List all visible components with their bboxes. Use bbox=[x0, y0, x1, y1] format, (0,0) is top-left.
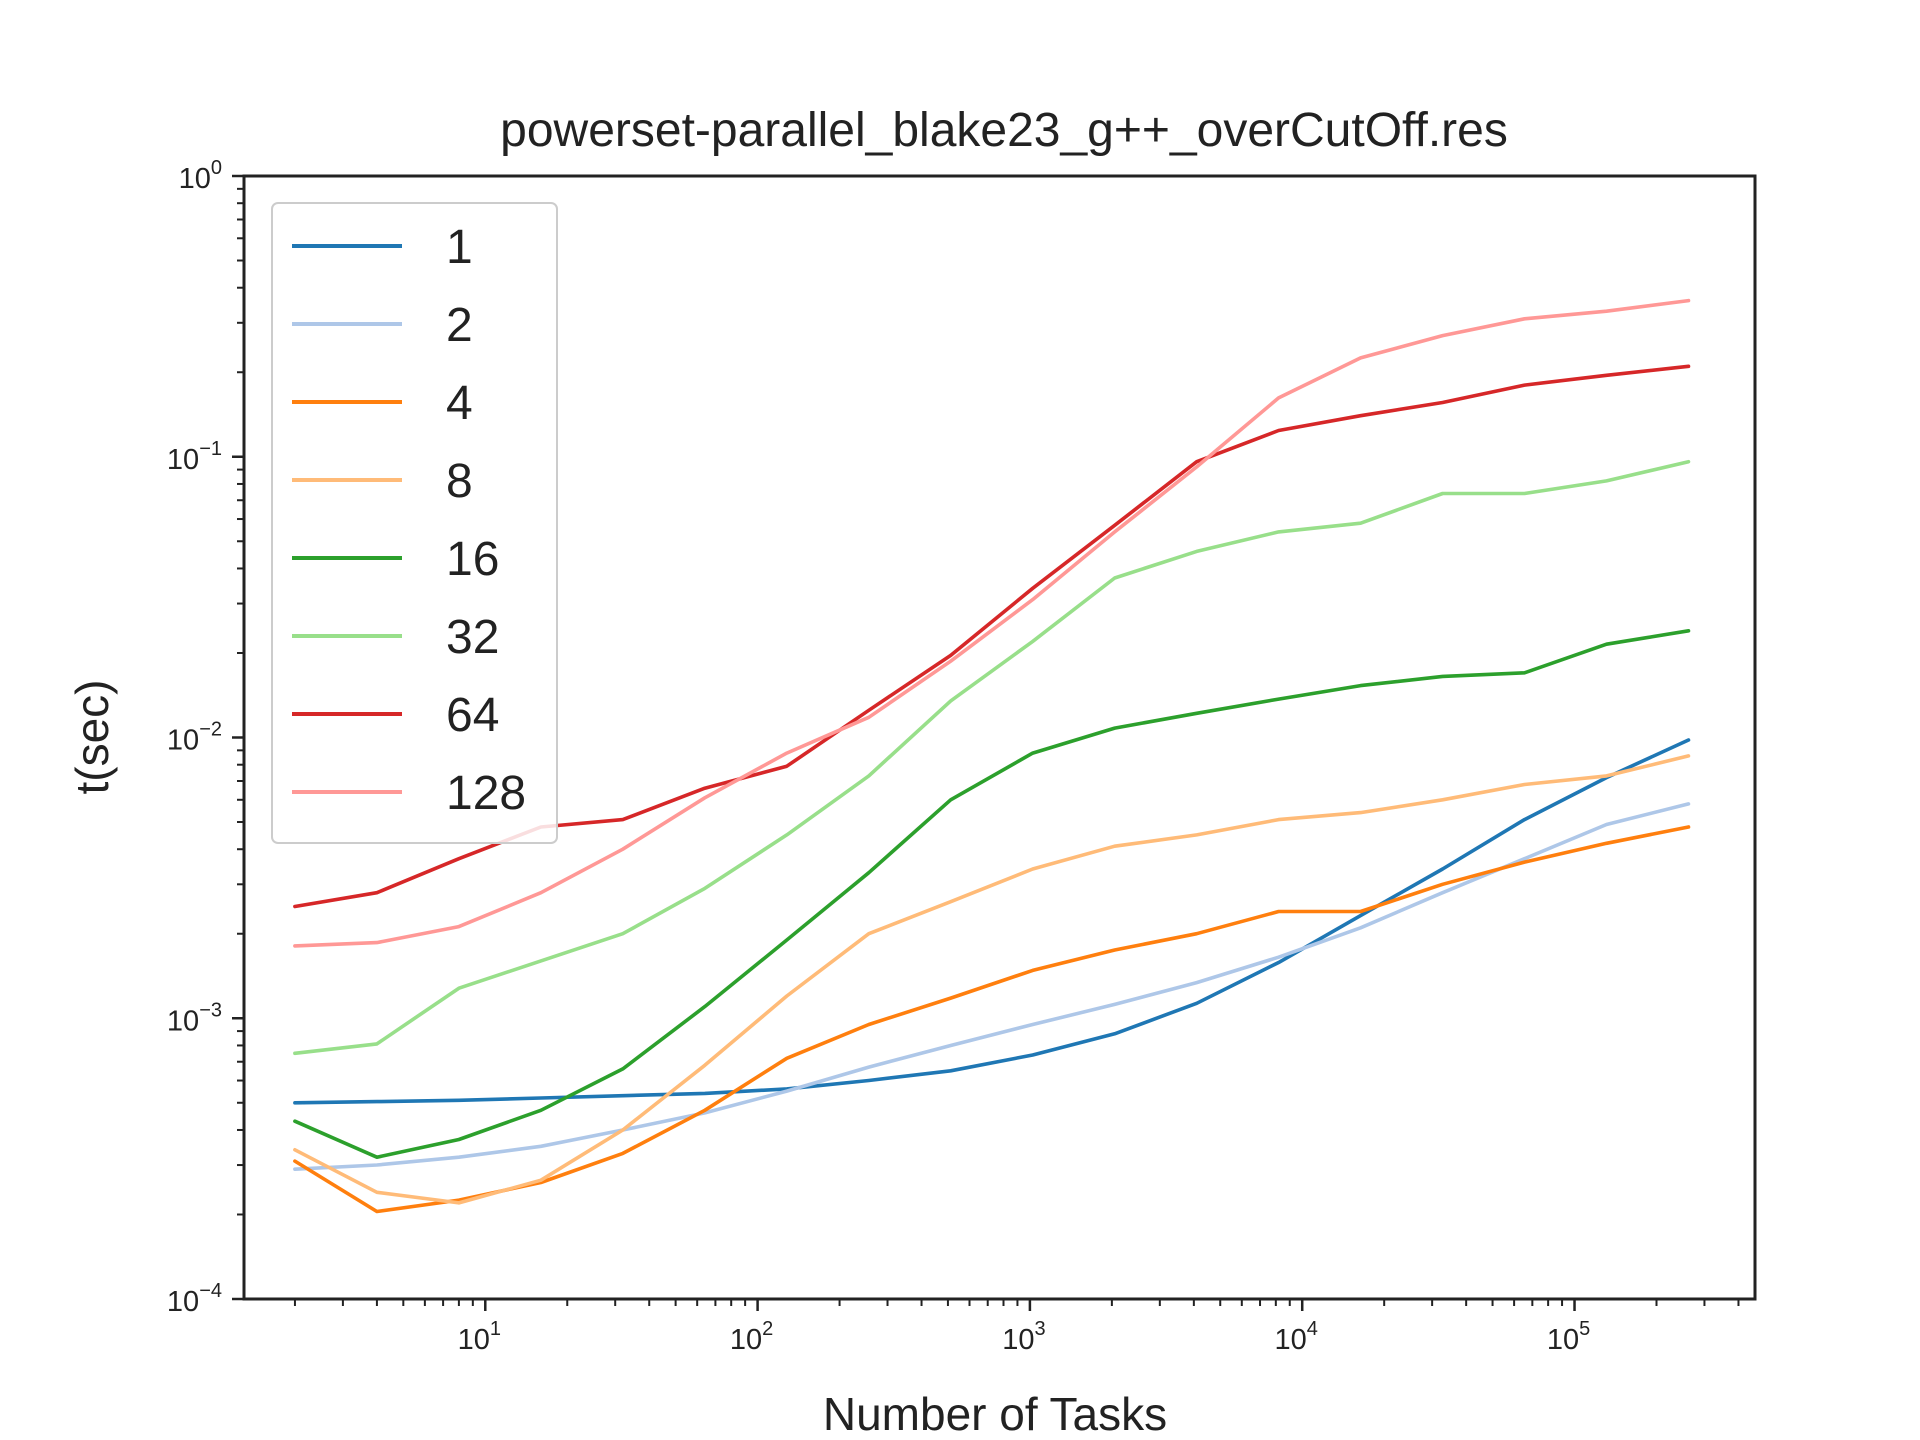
series-line-32 bbox=[293, 459, 1691, 1056]
x-tick-label: 101 bbox=[458, 1318, 501, 1356]
legend-label-1: 1 bbox=[446, 221, 473, 274]
y-tick-label: 10−3 bbox=[167, 999, 222, 1037]
series-line-1 bbox=[293, 738, 1691, 1105]
legend-label-4: 4 bbox=[446, 377, 473, 430]
x-tick-label: 103 bbox=[1002, 1318, 1045, 1356]
y-tick-label: 100 bbox=[179, 157, 222, 195]
legend: 1 2 4 8 16 32 64 128 bbox=[271, 202, 558, 844]
legend-label-2: 2 bbox=[446, 299, 473, 352]
x-tick-label: 102 bbox=[730, 1318, 773, 1356]
legend-label-16: 16 bbox=[446, 533, 499, 586]
series-line-128 bbox=[293, 298, 1691, 948]
x-tick-label: 105 bbox=[1547, 1318, 1590, 1356]
legend-label-32: 32 bbox=[446, 611, 499, 664]
y-tick-label: 10−2 bbox=[167, 719, 222, 757]
series-line-2 bbox=[293, 802, 1691, 1171]
legend-label-8: 8 bbox=[446, 455, 473, 508]
legend-label-128: 128 bbox=[446, 767, 526, 820]
y-axis-label: t(sec) bbox=[66, 680, 118, 795]
legend-box bbox=[271, 202, 558, 844]
chart-title: powerset-parallel_blake23_g++_overCutOff… bbox=[500, 104, 1508, 157]
x-tick-label: 104 bbox=[1275, 1318, 1318, 1356]
y-axis: 100 10−1 10−2 10−3 10−4 bbox=[167, 157, 244, 1318]
y-tick-label: 10−4 bbox=[167, 1280, 222, 1318]
x-axis: 101 102 103 104 105 bbox=[293, 1299, 1740, 1356]
series-line-16 bbox=[293, 629, 1691, 1159]
legend-label-64: 64 bbox=[446, 689, 499, 742]
x-axis-label: Number of Tasks bbox=[823, 1388, 1167, 1440]
series-line-8 bbox=[293, 754, 1691, 1205]
y-tick-label: 10−1 bbox=[167, 438, 222, 476]
